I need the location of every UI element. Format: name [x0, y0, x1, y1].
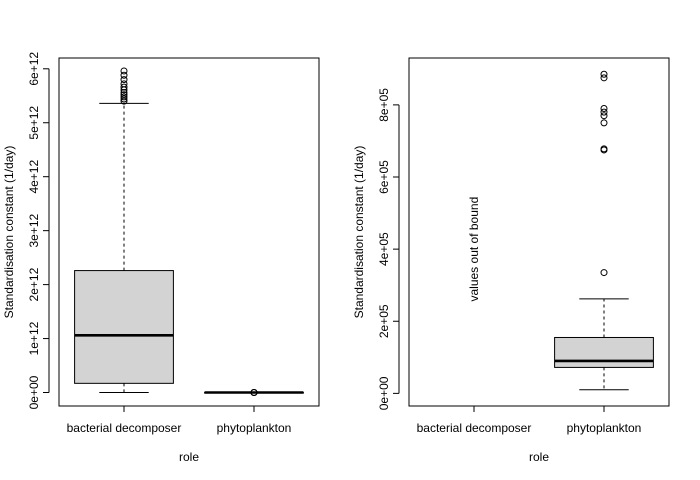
y-tick-label: 4e+05 [377, 232, 391, 266]
right-boxplot-panel: 0e+00 2e+05 4e+05 6e+05 8e+05 Standardisation… [352, 57, 670, 464]
outlier-point [120, 80, 128, 88]
y-tick-label: 3e+12 [27, 213, 41, 247]
x-tick-label: phytoplankton [567, 421, 642, 435]
y-tick-label: 6e+05 [377, 160, 391, 194]
y-tick-label: 2e+12 [27, 267, 41, 301]
y-tick-label: 4e+12 [27, 160, 41, 194]
outlier-point [250, 389, 258, 397]
box-phytoplankton [554, 70, 654, 391]
outlier-point [120, 67, 128, 75]
y-tick-label: 2e+05 [377, 304, 391, 338]
plot-frame [58, 57, 320, 407]
y-axis-title: Standardisation constant (1/day) [2, 146, 16, 319]
outlier-point [120, 91, 128, 99]
box-bacterial-decomposer [74, 67, 174, 394]
x-axis-title: role [529, 450, 549, 464]
y-tick-label: 0e+00 [27, 375, 41, 409]
outlier-point [120, 76, 128, 84]
box-phytoplankton [204, 389, 304, 397]
left-boxplot-panel: 0e+00 1e+12 2e+12 3e+12 4e+12 5e+12 6e+12 Stand… [2, 52, 320, 464]
y-tick-label: 6e+12 [27, 52, 41, 86]
box-body [554, 336, 654, 368]
outlier-point [120, 89, 128, 97]
outlier-point [120, 93, 128, 101]
x-tick-label: bacterial decomposer [417, 421, 532, 435]
x-tick-label: phytoplankton [217, 421, 292, 435]
outlier-point [600, 269, 608, 277]
y-tick-label: 8e+05 [377, 88, 391, 122]
y-tick-label: 5e+12 [27, 106, 41, 140]
outlier-point [600, 108, 608, 116]
outlier-point [600, 70, 608, 78]
outlier-point [120, 71, 128, 79]
x-tick-label: bacterial decomposer [67, 421, 182, 435]
box-body [74, 270, 174, 384]
y-tick-label: 1e+12 [27, 321, 41, 355]
y-tick-label: 0e+00 [377, 376, 391, 410]
outlier-point [600, 145, 608, 153]
out-of-bound-annotation: values out of bound [467, 197, 481, 302]
plot-frame [408, 57, 670, 407]
outlier-point [600, 119, 608, 127]
outlier-point [600, 104, 608, 112]
outlier-point [600, 112, 608, 120]
outlier-point [600, 74, 608, 82]
x-axis-title: role [179, 450, 199, 464]
y-axis-title: Standardisation constant (1/day) [352, 146, 366, 319]
outlier-point [120, 83, 128, 91]
